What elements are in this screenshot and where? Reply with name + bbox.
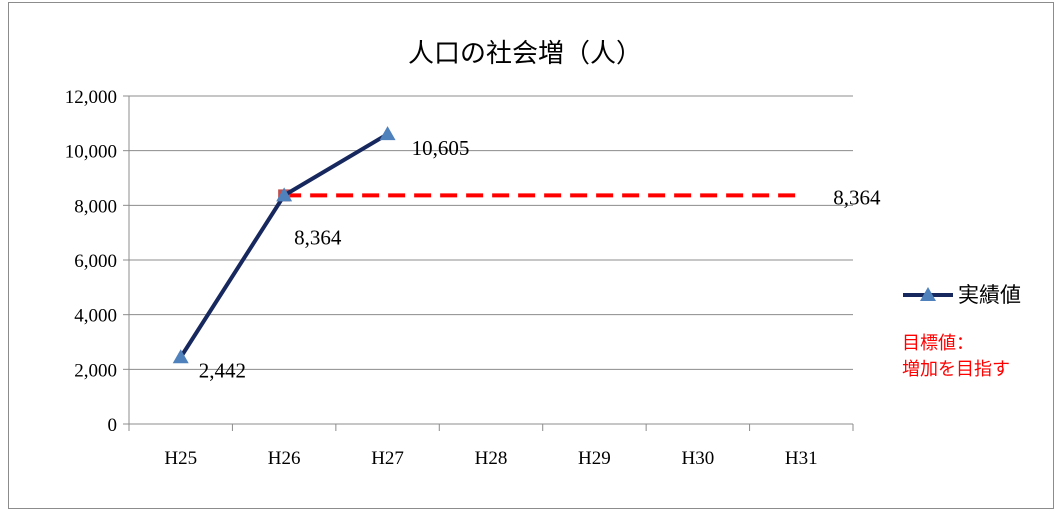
- x-tick-label: H31: [785, 448, 818, 469]
- x-tick-label: H29: [578, 448, 611, 469]
- target-value-label: 8,364: [833, 185, 881, 209]
- x-tick-label: H26: [268, 448, 301, 469]
- legend-label-actual: 実績値: [958, 283, 1021, 307]
- x-tick-label: H30: [681, 448, 714, 469]
- data-point-marker: [276, 187, 293, 202]
- x-axis-ticks: H25 H26 H27 H28 H29 H30 H31: [128, 424, 854, 469]
- data-point-marker: [379, 126, 396, 141]
- legend-marker-icon: [920, 287, 936, 301]
- chart-title: 人口の社会増（人）: [408, 39, 642, 69]
- series-line: [179, 132, 389, 359]
- data-labels: 2,442 8,364 10,605: [199, 136, 470, 382]
- x-tick-label: H27: [371, 448, 404, 469]
- gridlines: [129, 95, 853, 370]
- y-tick-label: 0: [108, 415, 118, 436]
- data-label: 8,364: [294, 225, 342, 249]
- x-tick-label: H25: [164, 448, 197, 469]
- x-tick-label: H28: [475, 448, 508, 469]
- data-label: 10,605: [412, 136, 470, 160]
- y-tick-label: 6,000: [74, 251, 117, 272]
- y-tick-label: 10,000: [65, 142, 117, 163]
- y-tick-label: 12,000: [65, 87, 117, 108]
- data-point-marker: [172, 349, 189, 364]
- target-note-line2: 増加を目指す: [902, 359, 1010, 380]
- target-note-line1: 目標値：: [902, 333, 974, 354]
- line-chart: 人口の社会増（人） 0 2,000 4,000 6,000 8,000 10,000 12,…: [65, 39, 1021, 469]
- y-tick-label: 2,000: [74, 360, 117, 381]
- legend: 実績値 目標値： 増加を目指す: [902, 283, 1021, 380]
- y-tick-label: 8,000: [74, 196, 117, 217]
- y-axis-ticks: 0 2,000 4,000 6,000 8,000 10,000 12,000: [65, 87, 129, 436]
- chart-frame: 人口の社会増（人） 0 2,000 4,000 6,000 8,000 10,000 12,…: [8, 2, 1054, 509]
- data-label: 2,442: [199, 358, 246, 382]
- y-tick-label: 4,000: [74, 306, 117, 327]
- actual-series: [172, 126, 396, 364]
